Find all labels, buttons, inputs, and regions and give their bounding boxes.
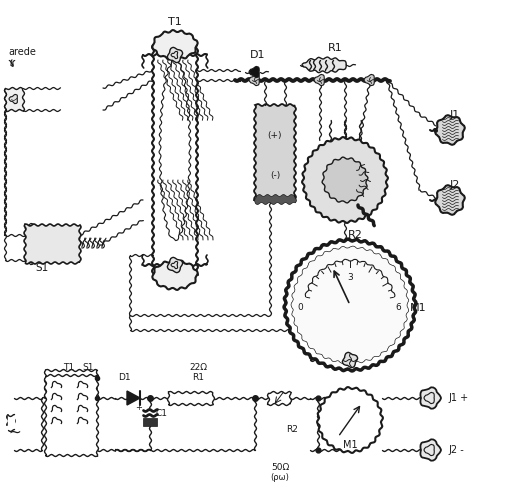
Text: D1: D1 [250, 50, 266, 60]
Text: (ρω): (ρω) [270, 472, 290, 482]
Circle shape [303, 138, 387, 222]
Circle shape [26, 256, 34, 264]
Text: arede: arede [8, 47, 36, 57]
Bar [268, 392, 290, 404]
Text: ~: ~ [9, 425, 21, 439]
Text: R1: R1 [328, 43, 342, 53]
Text: J2: J2 [450, 180, 460, 190]
Bar [143, 418, 157, 426]
Text: 0: 0 [297, 303, 303, 312]
Circle shape [315, 75, 325, 85]
Bar [5, 88, 23, 110]
Circle shape [250, 75, 260, 85]
Text: D1: D1 [118, 374, 131, 382]
Bar [45, 375, 97, 455]
Text: (-): (-) [270, 170, 280, 180]
Circle shape [26, 224, 34, 232]
Bar [25, 225, 80, 263]
Text: R1: R1 [192, 374, 204, 382]
Circle shape [318, 388, 382, 452]
Polygon shape [8, 415, 14, 430]
Circle shape [420, 388, 440, 408]
Text: 22Ω: 22Ω [189, 363, 207, 373]
Circle shape [420, 440, 440, 460]
Ellipse shape [153, 31, 197, 59]
Text: J2 -: J2 - [448, 445, 464, 455]
Polygon shape [127, 391, 140, 405]
Circle shape [168, 48, 182, 62]
Text: J1 +: J1 + [448, 393, 468, 403]
Text: M1: M1 [410, 303, 426, 313]
Text: J1: J1 [450, 110, 460, 120]
Bar [255, 195, 295, 203]
Text: 3: 3 [347, 273, 353, 281]
Ellipse shape [153, 261, 197, 289]
Ellipse shape [250, 67, 260, 77]
Circle shape [436, 186, 464, 214]
Text: S1: S1 [35, 263, 49, 273]
Text: S1: S1 [82, 363, 94, 373]
Text: C1: C1 [156, 409, 168, 417]
Text: T1: T1 [168, 17, 182, 27]
Circle shape [323, 158, 367, 202]
Bar [168, 392, 213, 404]
Ellipse shape [303, 58, 347, 72]
Circle shape [365, 75, 375, 85]
Text: 6: 6 [395, 303, 401, 312]
Circle shape [343, 353, 357, 367]
Circle shape [285, 240, 415, 370]
Text: T1: T1 [63, 363, 74, 373]
Text: (+): (+) [268, 131, 282, 139]
Text: 50Ω: 50Ω [271, 464, 289, 472]
Text: R2: R2 [286, 426, 298, 435]
Circle shape [168, 258, 182, 272]
Text: +: + [136, 404, 142, 412]
Circle shape [10, 95, 18, 103]
Bar [255, 105, 295, 200]
Text: R2: R2 [347, 230, 362, 240]
Circle shape [436, 116, 464, 144]
Text: M1: M1 [343, 440, 357, 450]
Circle shape [292, 247, 408, 363]
